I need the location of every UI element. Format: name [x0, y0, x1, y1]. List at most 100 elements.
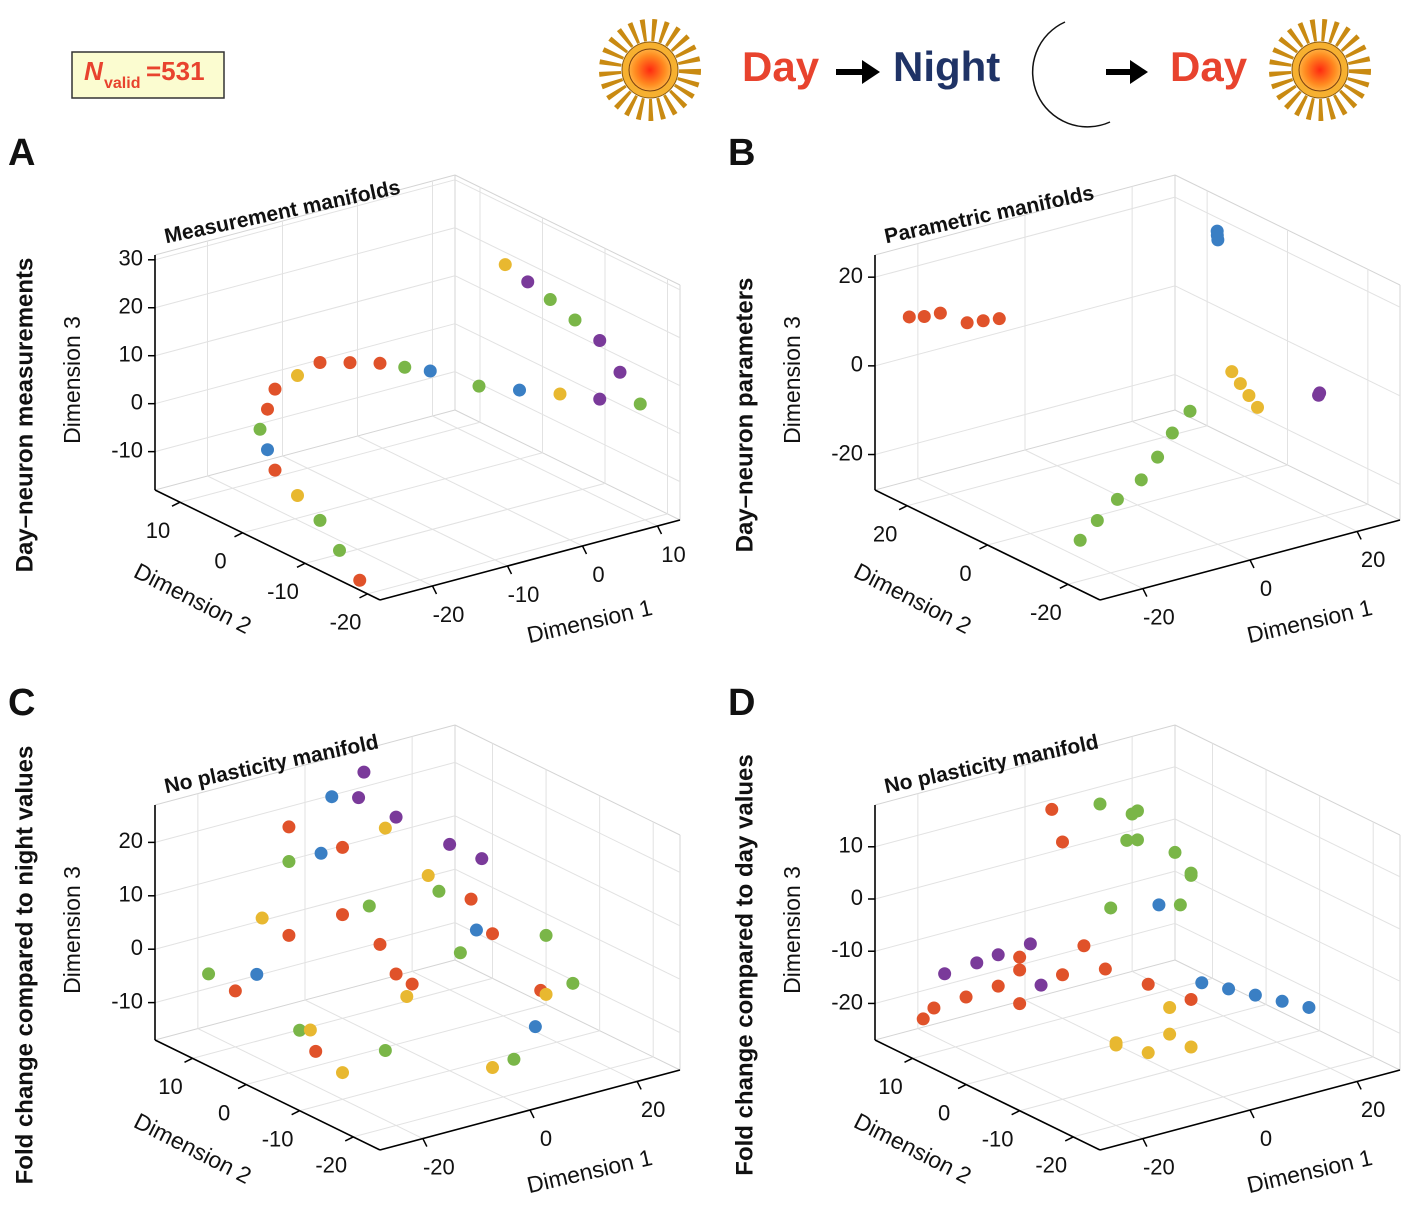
point [344, 356, 357, 369]
point [1074, 534, 1087, 547]
point [256, 912, 269, 925]
x-tick-label: -20 [433, 602, 465, 627]
point [1234, 377, 1247, 390]
point [309, 1045, 322, 1058]
point [269, 383, 282, 396]
point [475, 852, 488, 865]
tick-mark [235, 533, 243, 537]
point [374, 357, 387, 370]
tick-mark [637, 1081, 641, 1089]
figure: N valid =531 Day Night Day -20-10010-20-… [0, 0, 1418, 1215]
grid-line [1175, 871, 1400, 981]
y-tick-label: 20 [873, 522, 897, 547]
point [422, 869, 435, 882]
point [593, 334, 606, 347]
point [521, 275, 534, 288]
point [424, 364, 437, 377]
grid-line [433, 416, 658, 526]
grid-line [283, 456, 508, 566]
point [282, 820, 295, 833]
point [903, 310, 916, 323]
grid-line [1132, 971, 1357, 1081]
z-tick-label: 20 [119, 828, 143, 853]
grid-line [305, 1000, 530, 1110]
z-tick-label: 20 [119, 294, 143, 319]
point [1142, 978, 1155, 991]
point [934, 307, 947, 320]
point [454, 946, 467, 959]
point [1222, 982, 1235, 995]
z-axis-label: Dimension 3 [59, 866, 85, 994]
point [336, 841, 349, 854]
point [569, 314, 582, 327]
sun-icon [610, 30, 690, 110]
grid-line [455, 869, 680, 979]
point [1276, 995, 1289, 1008]
y-tick-label: 0 [214, 549, 226, 574]
y-tick-label: 10 [146, 518, 170, 543]
y-tick-label: 10 [158, 1074, 182, 1099]
x-tick-label: -20 [423, 1154, 455, 1179]
panel-letter: B [728, 132, 755, 174]
x-tick-label: -20 [1143, 1154, 1175, 1179]
point [333, 544, 346, 557]
z-tick-label: -20 [831, 440, 863, 465]
point [992, 980, 1005, 993]
grid-line [155, 372, 455, 452]
point [554, 388, 567, 401]
z-tick-label: -10 [111, 437, 143, 462]
point [1169, 846, 1182, 859]
x-tick-label: -20 [1143, 604, 1175, 629]
y-tick-label: -20 [330, 610, 362, 635]
point [314, 356, 327, 369]
point [1313, 386, 1326, 399]
point [1035, 979, 1048, 992]
point [992, 948, 1005, 961]
tick-mark [899, 506, 907, 510]
y-tick-label: -10 [267, 579, 299, 604]
point [614, 366, 627, 379]
chart-title: No plasticity manifold [882, 730, 1100, 798]
tick-mark [583, 546, 587, 554]
tick-mark [530, 1110, 534, 1118]
point [379, 822, 392, 835]
point [977, 314, 990, 327]
pane-edge [455, 175, 680, 285]
point [1104, 901, 1117, 914]
x-tick-label: 10 [661, 542, 685, 567]
tick-mark [1012, 1111, 1020, 1115]
tick-mark [172, 502, 180, 506]
phase-label: Night [893, 43, 1000, 90]
point [336, 908, 349, 921]
point [1174, 898, 1187, 911]
point [315, 847, 328, 860]
point [1111, 493, 1124, 506]
grid-line [358, 436, 583, 546]
point [325, 790, 338, 803]
grid-line [243, 453, 543, 533]
point [960, 991, 973, 1004]
panel-letter: C [8, 682, 35, 724]
y-tick-label: -10 [262, 1127, 294, 1152]
z-tick-label: 0 [131, 935, 143, 960]
tick-mark [508, 566, 512, 574]
y-axis-label: Dimension 2 [130, 558, 256, 639]
z-tick-label: -10 [831, 937, 863, 962]
point [1163, 1028, 1176, 1041]
point [254, 423, 267, 436]
grid-line [455, 180, 680, 290]
grid-line [1020, 1031, 1320, 1111]
point [970, 956, 983, 969]
point [499, 258, 512, 271]
point [465, 893, 478, 906]
x-tick-label: 0 [592, 562, 604, 587]
n-label: N [84, 56, 104, 86]
grid-line [1073, 1057, 1373, 1137]
point [304, 1023, 317, 1036]
x-tick-label: 0 [1260, 1126, 1272, 1151]
point [1151, 451, 1164, 464]
point [486, 1061, 499, 1074]
point [1094, 798, 1107, 811]
point [1077, 939, 1090, 952]
point [291, 369, 304, 382]
